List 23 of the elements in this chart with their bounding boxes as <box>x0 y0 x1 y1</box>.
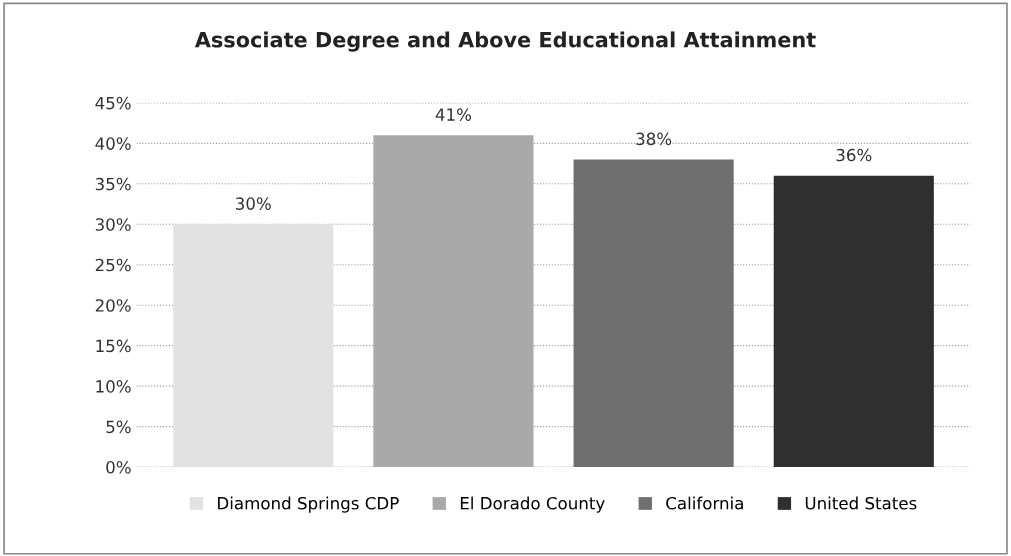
y-tick-label: 15% <box>96 339 131 353</box>
y-tick-label: 5% <box>106 420 131 434</box>
chart-title: Associate Degree and Above Educational Attainment <box>194 31 816 52</box>
data-label: 38% <box>636 132 672 146</box>
y-tick-label: 25% <box>95 258 131 272</box>
data-label: 41% <box>435 108 472 121</box>
legend-label: California <box>666 496 743 510</box>
bar <box>773 175 934 468</box>
data-label: 36% <box>836 148 872 162</box>
bar <box>173 224 334 468</box>
bar <box>573 159 734 468</box>
y-tick-label: 0% <box>106 461 131 474</box>
y-tick-label: 35% <box>95 177 131 191</box>
legend-label: Diamond Springs CDP <box>218 496 399 513</box>
y-tick-label: 10% <box>96 380 131 393</box>
y-tick-label: 20% <box>95 299 131 312</box>
y-tick-label: 40% <box>95 137 131 150</box>
data-label: 30% <box>236 197 271 210</box>
legend-label: United States <box>805 496 917 510</box>
y-tick-label: 30% <box>95 218 131 231</box>
y-tick-label: 45% <box>95 96 131 110</box>
bar <box>373 135 534 468</box>
legend-label: El Dorado County <box>460 496 605 513</box>
